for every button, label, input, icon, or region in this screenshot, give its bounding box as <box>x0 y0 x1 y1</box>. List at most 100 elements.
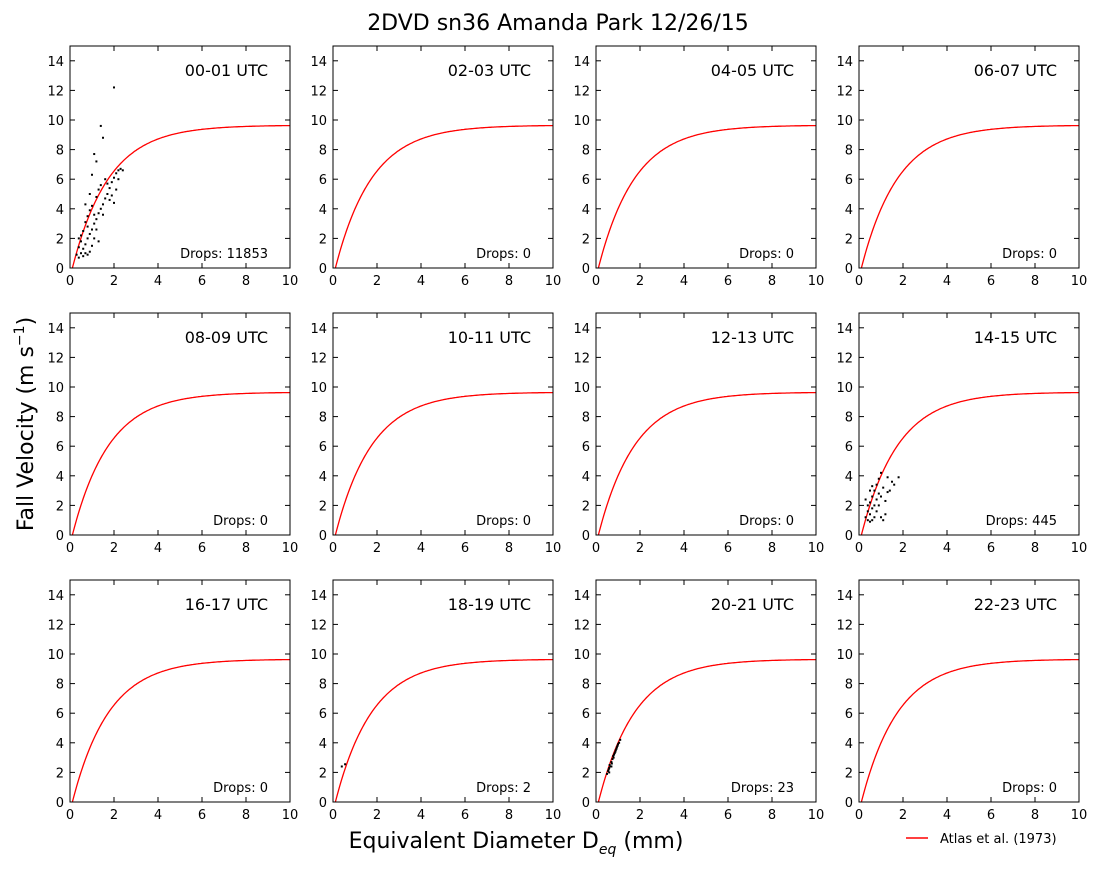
y-tick-label: 14 <box>47 589 64 604</box>
y-tick-label: 8 <box>319 411 327 426</box>
x-tick-label: 10 <box>1071 541 1088 556</box>
drop-point <box>86 237 89 240</box>
drop-point <box>86 225 89 228</box>
panel-time-label: 06-07 UTC <box>974 61 1057 80</box>
x-tick-label: 4 <box>680 274 688 289</box>
y-tick-label: 0 <box>582 529 590 544</box>
panel-time-label: 18-19 UTC <box>448 595 531 614</box>
drop-point <box>886 491 889 494</box>
x-tick-label: 2 <box>373 808 381 823</box>
y-tick-label: 6 <box>845 440 853 455</box>
x-tick-label: 0 <box>329 541 337 556</box>
drop-point <box>84 203 87 206</box>
x-tick-label: 0 <box>329 808 337 823</box>
y-tick-label: 12 <box>836 84 853 99</box>
x-tick-label: 6 <box>987 808 995 823</box>
panel-10: 0 2 4 6 8 10 0 2 4 6 8 10 12 14 20-21 UTC Drops: 23 <box>573 579 824 823</box>
x-tick-label: 10 <box>282 808 299 823</box>
panel-frame <box>332 45 554 269</box>
y-tick-label: 2 <box>582 232 590 247</box>
atlas-curve <box>71 124 290 268</box>
x-tick-label: 0 <box>66 274 74 289</box>
drop-point <box>875 498 878 501</box>
drop-point <box>877 477 880 480</box>
drop-point <box>613 752 616 755</box>
panel-time-label: 02-03 UTC <box>448 61 531 80</box>
drop-point <box>82 247 85 250</box>
drop-point <box>614 749 617 752</box>
drop-point <box>340 765 343 768</box>
y-tick-label: 12 <box>836 618 853 633</box>
drop-point <box>866 504 869 507</box>
x-tick-label: 0 <box>329 274 337 289</box>
panel-5: 0 2 4 6 8 10 0 2 4 6 8 10 12 14 10-11 UTC Drops: 0 <box>310 312 561 556</box>
x-tick-label: 4 <box>943 274 951 289</box>
drop-point <box>610 761 613 764</box>
drop-point <box>88 250 91 253</box>
drop-point <box>886 476 889 479</box>
drop-point <box>91 228 93 231</box>
y-tick-label: 12 <box>310 84 327 99</box>
panel-frame <box>332 579 554 803</box>
x-tick-label: 6 <box>461 808 469 823</box>
drop-point <box>117 178 120 181</box>
drop-point <box>880 495 882 498</box>
drop-point <box>880 471 882 474</box>
drop-point <box>91 173 93 176</box>
drop-point <box>873 489 876 492</box>
drop-point <box>615 746 618 749</box>
y-tick-label: 8 <box>845 411 853 426</box>
y-tick-label: 4 <box>582 203 590 218</box>
x-tick-label: 4 <box>943 808 951 823</box>
drop-point <box>606 772 608 775</box>
y-tick-label: 8 <box>582 411 590 426</box>
y-tick-label: 6 <box>845 173 853 188</box>
x-tick-label: 0 <box>592 808 600 823</box>
x-axis-label-main: Equivalent Diameter D <box>349 829 599 854</box>
x-tick-label: 2 <box>899 808 907 823</box>
y-tick-label: 0 <box>319 262 327 277</box>
y-tick-label: 2 <box>845 232 853 247</box>
x-tick-label: 8 <box>768 808 776 823</box>
drop-point <box>871 519 874 522</box>
drop-point <box>615 747 618 750</box>
panel-9: 0 2 4 6 8 10 0 2 4 6 8 10 12 14 18-19 UTC Drops: 2 <box>310 579 561 823</box>
drop-point <box>82 230 85 232</box>
x-tick-label: 4 <box>680 808 688 823</box>
panel-2: 0 2 4 6 8 10 0 2 4 6 8 10 12 14 04-05 UTC Drops: 0 <box>573 45 824 289</box>
x-tick-label: 4 <box>417 541 425 556</box>
y-tick-label: 0 <box>845 262 853 277</box>
x-tick-label: 6 <box>987 541 995 556</box>
panel-drops-label: Drops: 0 <box>213 514 268 529</box>
panel-drops-label: Drops: 0 <box>1002 781 1057 796</box>
y-tick-label: 6 <box>319 440 327 455</box>
drop-point <box>115 188 118 191</box>
drop-point <box>869 489 871 492</box>
drop-point <box>619 738 622 741</box>
y-tick-label: 2 <box>582 766 590 781</box>
x-tick-label: 10 <box>282 541 299 556</box>
drop-point <box>864 498 867 501</box>
y-tick-label: 4 <box>319 737 327 752</box>
drop-point <box>617 743 619 746</box>
x-tick-label: 2 <box>110 274 118 289</box>
x-tick-label: 0 <box>855 808 863 823</box>
y-tick-label: 0 <box>56 529 64 544</box>
y-tick-label: 8 <box>56 144 64 159</box>
drop-point <box>121 169 124 172</box>
drop-point <box>614 750 617 753</box>
drop-point <box>612 755 615 758</box>
y-tick-label: 12 <box>836 351 853 366</box>
drop-point <box>82 255 85 258</box>
y-tick-label: 6 <box>56 440 64 455</box>
drop-point <box>88 232 91 235</box>
x-tick-label: 10 <box>1071 808 1088 823</box>
x-tick-label: 0 <box>66 541 74 556</box>
y-axis-label-superscript: −1 <box>12 325 28 346</box>
y-tick-label: 10 <box>573 648 590 663</box>
y-tick-label: 10 <box>310 648 327 663</box>
y-tick-label: 10 <box>310 114 327 129</box>
y-tick-label: 2 <box>56 766 64 781</box>
atlas-curve <box>597 658 816 802</box>
